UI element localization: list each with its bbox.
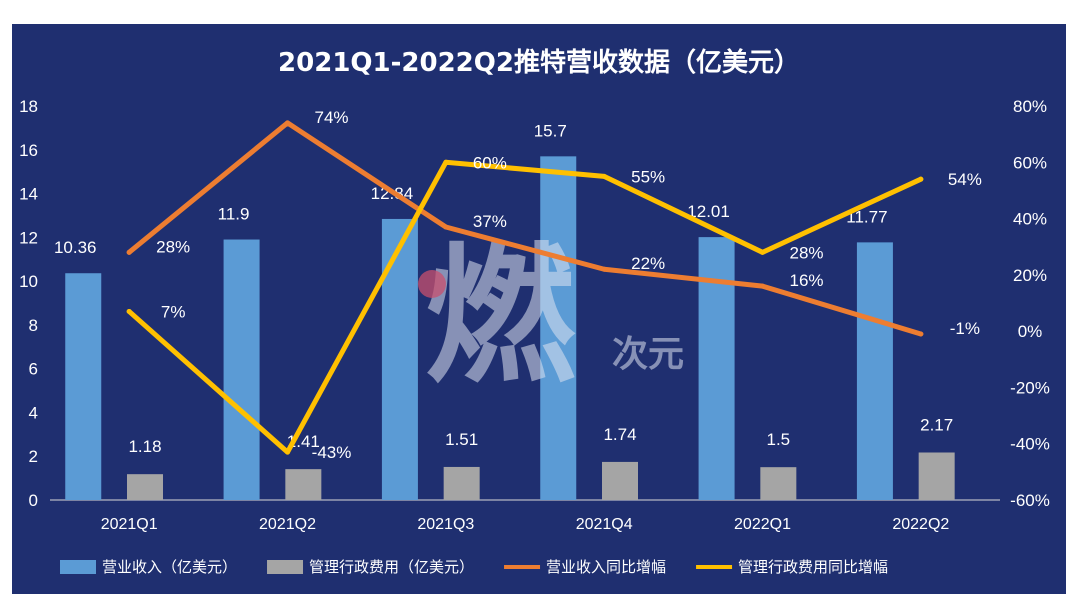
legend-admin-expense-yoy: 管理行政费用同比增幅: [738, 559, 888, 576]
right-axis-tick: -40%: [1010, 435, 1050, 454]
revenue-yoy-label: 74%: [314, 108, 348, 127]
admin-expense-bar: [127, 474, 163, 500]
chart-title: 2021Q1-2022Q2推特营收数据（亿美元）: [278, 48, 800, 78]
admin-expense-yoy-line: [126, 159, 924, 455]
x-axis-tick: 2021Q1: [101, 516, 158, 533]
admin-expense-bar: [602, 461, 638, 500]
revenue-bar-label: 15.7: [534, 121, 567, 140]
left-axis-tick: 2: [29, 447, 38, 466]
legend-admin-expense-swatch: [267, 560, 304, 574]
revenue-yoy-point: [918, 331, 924, 337]
admin-expense-bar-label: 1.18: [128, 437, 161, 456]
x-axis-tick: 2021Q4: [576, 516, 633, 533]
right-axis-tick: 20%: [1013, 266, 1047, 285]
revenue-bar: [223, 239, 260, 500]
admin-expense-yoy-label: 55%: [631, 167, 665, 186]
admin-expense-yoy-point: [601, 173, 607, 179]
admin-expense-yoy-label: 28%: [789, 243, 823, 262]
admin-expense-yoy-label: 7%: [161, 302, 186, 321]
admin-expense-bar-label: 1.5: [767, 430, 791, 449]
admin-expense-bar: [285, 469, 322, 500]
revenue-bar: [65, 273, 102, 500]
revenue-yoy-point: [760, 283, 765, 289]
left-axis-tick: 14: [19, 185, 38, 204]
revenue-yoy-label: 28%: [156, 237, 190, 256]
x-axis-tick: 2021Q2: [259, 516, 316, 533]
left-axis-tick: 6: [29, 360, 38, 379]
admin-expense-yoy-point: [126, 308, 132, 314]
admin-expense-yoy-label: 54%: [948, 170, 982, 189]
revenue-bar-label: 12.01: [687, 202, 730, 221]
admin-expense-yoy-point: [760, 249, 765, 255]
left-axis-tick: 0: [29, 491, 38, 510]
legend-revenue-yoy: 营业收入同比增幅: [546, 559, 666, 576]
legend-revenue-swatch: [60, 560, 96, 574]
revenue-yoy-point: [443, 224, 449, 230]
admin-expense-yoy-label: 60%: [473, 153, 507, 172]
watermark-logo: 燃: [425, 232, 576, 400]
revenue-bar-label: 10.36: [54, 238, 97, 257]
revenue-bar: [540, 156, 577, 500]
admin-expense-yoy-label: -43%: [312, 443, 352, 462]
revenue-yoy-point: [285, 120, 290, 126]
right-axis-tick: 60%: [1013, 153, 1047, 172]
x-axis-tick: 2022Q2: [892, 516, 949, 533]
revenue-yoy-label: 16%: [789, 271, 823, 290]
right-axis-tick: 40%: [1013, 210, 1047, 229]
left-axis-tick: 12: [19, 228, 38, 247]
admin-expense-bar-label: 2.17: [920, 416, 953, 435]
left-axis-tick: 16: [19, 141, 38, 160]
x-axis-tick: 2022Q1: [734, 516, 791, 533]
admin-expense-bar: [760, 467, 797, 500]
right-axis-tick: -20%: [1010, 378, 1050, 397]
right-axis-tick: -60%: [1010, 491, 1050, 510]
revenue-yoy-label: 22%: [631, 254, 665, 273]
left-axis-tick: 10: [19, 272, 38, 291]
right-axis-tick: 80%: [1013, 97, 1047, 116]
admin-expense-bar: [918, 452, 955, 500]
left-axis-tick: 8: [29, 316, 38, 335]
watermark-dot: [418, 270, 446, 298]
admin-expense-bar-label: 1.74: [603, 425, 636, 444]
revenue-bar-label: 11.9: [218, 205, 250, 224]
revenue-yoy-label: -1%: [950, 319, 980, 338]
revenue-bar-label: 11.77: [846, 207, 887, 226]
admin-expense-yoy-point: [443, 159, 449, 165]
admin-expense-bar: [443, 466, 480, 500]
admin-expense-yoy-point: [285, 449, 290, 455]
admin-expense-yoy-point: [918, 176, 924, 182]
revenue-bar: [856, 242, 893, 500]
legend-revenue: 营业收入（亿美元）: [102, 559, 237, 576]
revenue-bar: [381, 218, 418, 501]
revenue-bar: [698, 237, 735, 500]
revenue-yoy-line: [126, 120, 924, 337]
revenue-yoy-point: [126, 249, 132, 255]
left-axis-tick: 18: [19, 97, 38, 116]
revenue-yoy-label: 37%: [473, 212, 507, 231]
right-axis-tick: 0%: [1018, 322, 1043, 341]
watermark-logo-sub: 次元: [612, 333, 684, 374]
admin-expense-bar-label: 1.51: [445, 430, 478, 449]
revenue-yoy-point: [601, 266, 607, 272]
legend-admin-expense: 管理行政费用（亿美元）: [309, 559, 474, 576]
left-axis-tick: 4: [29, 403, 38, 422]
x-axis-tick: 2021Q3: [417, 516, 474, 533]
